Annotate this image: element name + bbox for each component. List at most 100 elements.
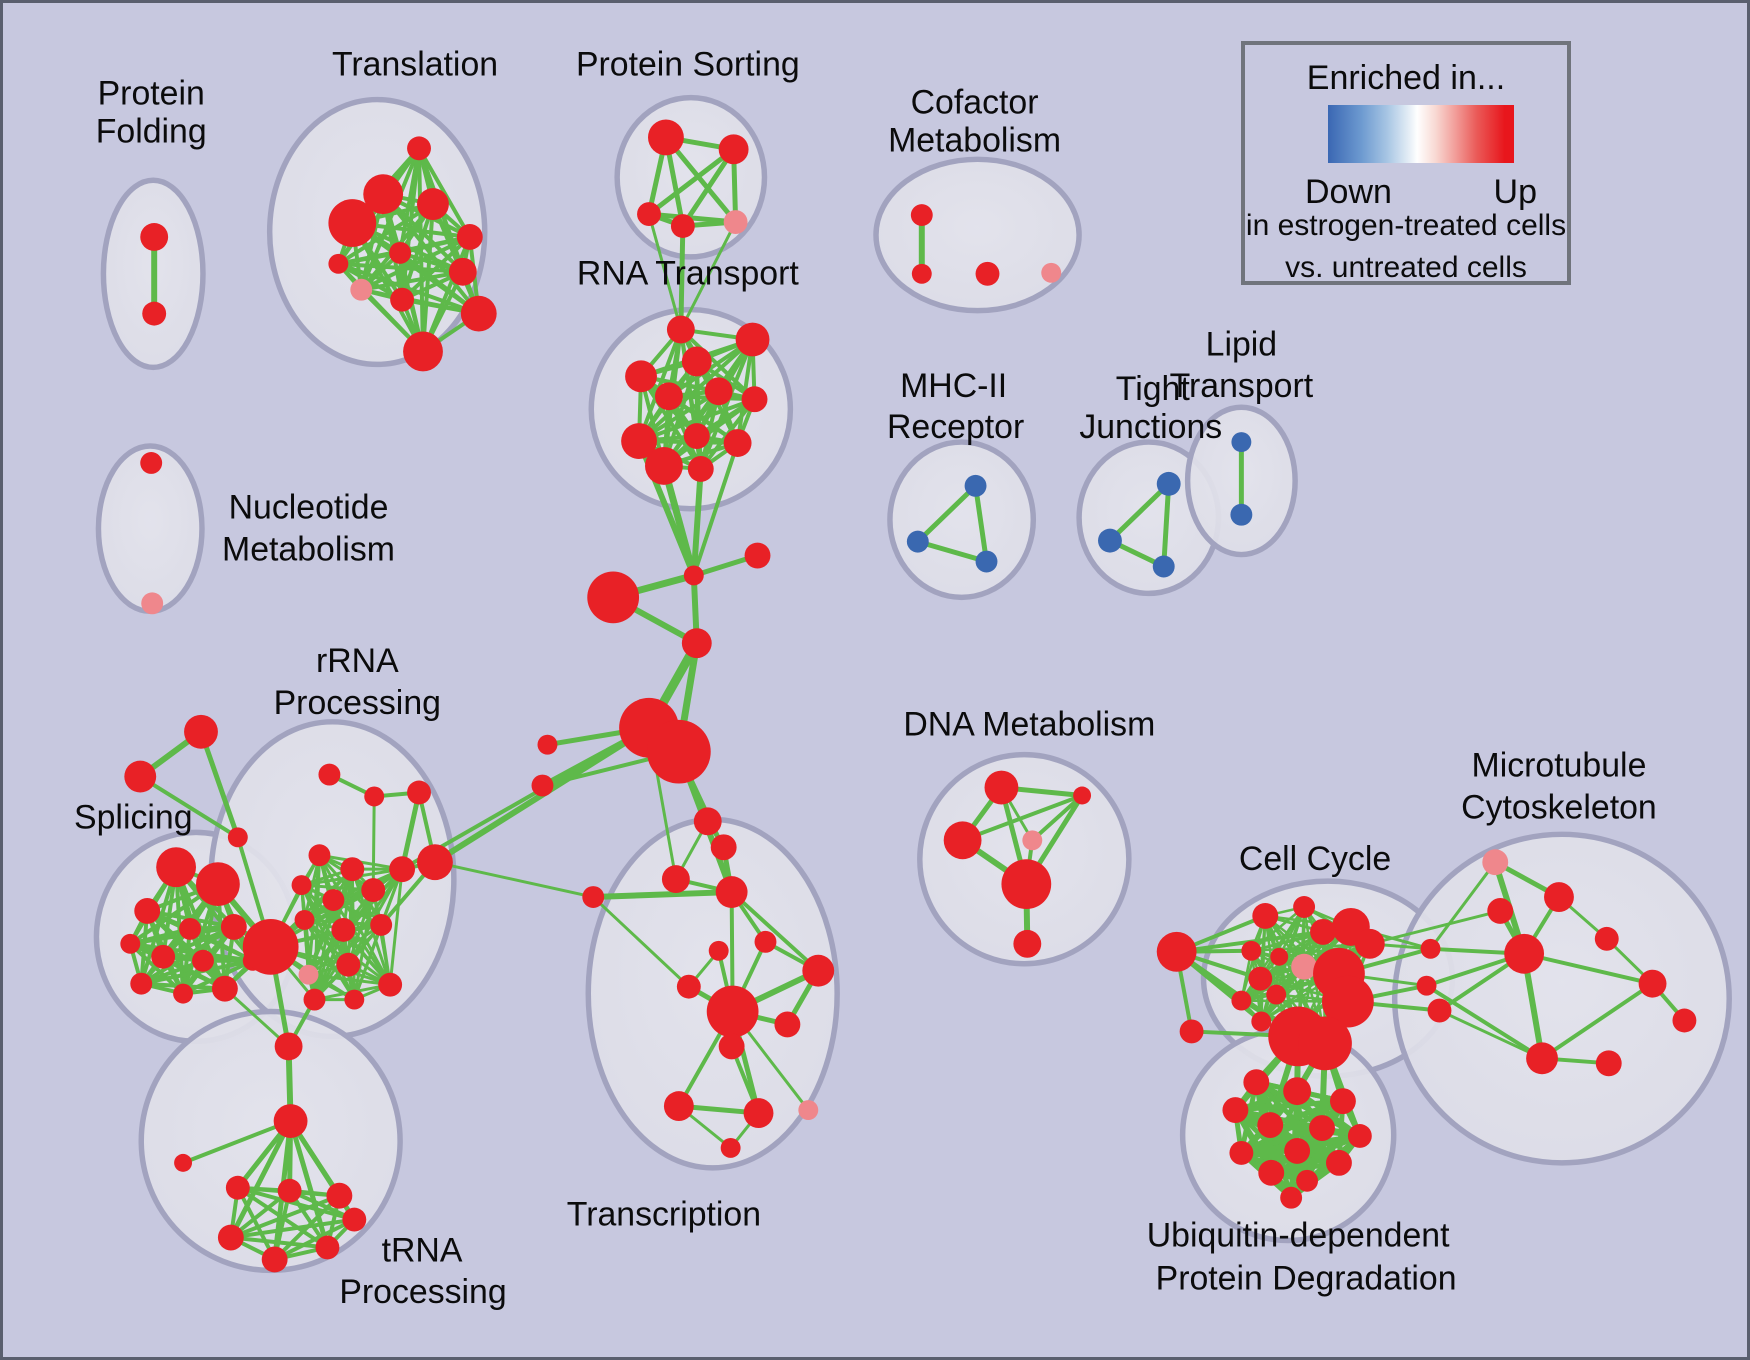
gene-set-node-mm9 [1427, 998, 1452, 1023]
gene-set-node-q7 [361, 878, 386, 903]
edge [1429, 860, 1497, 951]
gene-set-node-q14 [336, 952, 361, 977]
gene-set-node-v4 [582, 886, 605, 908]
nodes [120, 119, 1697, 1273]
edge [960, 793, 1085, 843]
gene-set-node-sp10 [211, 975, 238, 1002]
gene-set-node-nm0 [140, 452, 163, 474]
edge [352, 923, 383, 1002]
edge [307, 973, 392, 987]
gene-set-node-tr2 [227, 827, 248, 848]
cluster-label: Processing [339, 1273, 506, 1311]
gene-set-node-q16 [344, 989, 365, 1010]
gene-set-node-v10 [774, 1011, 801, 1038]
gene-set-node-cc5 [1310, 918, 1336, 945]
edge [660, 462, 698, 579]
edge [139, 958, 255, 986]
gene-set-node-cf0 [910, 204, 933, 227]
edge [1250, 905, 1306, 953]
cluster-label: DNA Metabolism [903, 706, 1155, 744]
gene-set-node-q1 [364, 786, 385, 807]
gene-set-node-q8 [389, 856, 416, 883]
gene-set-node-mm3 [1504, 933, 1545, 974]
gene-set-node-u7 [342, 1207, 367, 1232]
gene-set-node-tr1 [124, 760, 157, 793]
gene-set-node-mm8 [1595, 1050, 1622, 1077]
edge [690, 465, 704, 579]
gene-set-node-nm1 [141, 592, 164, 615]
gene-set-node-lt1 [1230, 503, 1253, 526]
gene-set-node-v11 [718, 1033, 745, 1060]
gene-set-node-pf0 [140, 223, 169, 251]
legend-down-label: Down [1305, 173, 1392, 211]
edge [198, 729, 241, 840]
edge [341, 928, 392, 987]
gene-set-node-cxb [1416, 975, 1437, 996]
gene-set-node-cc15 [1179, 1019, 1204, 1044]
gene-set-node-tl1 [363, 174, 404, 215]
cluster-label: Processing [274, 684, 441, 722]
gene-set-node-tl2 [328, 199, 377, 247]
gene-set-node-tj1 [1098, 528, 1122, 553]
gene-set-node-v5 [708, 940, 729, 961]
gene-set-node-cf1 [911, 263, 932, 284]
cluster-label: Junctions [1079, 408, 1222, 446]
gene-set-node-k3 [681, 628, 712, 659]
gene-set-node-ps0 [648, 119, 684, 156]
cluster-label: Metabolism [222, 531, 395, 569]
gene-set-node-tl7 [350, 278, 373, 301]
gene-set-node-ub5 [1309, 1115, 1335, 1141]
gene-set-node-ub1 [1283, 1077, 1312, 1106]
edge [336, 261, 405, 302]
gene-set-node-u2 [277, 1178, 302, 1203]
edge [371, 794, 376, 892]
gene-set-node-w0 [537, 734, 558, 755]
edge [915, 483, 979, 545]
cluster-label: Cell Cycle [1239, 840, 1391, 878]
gene-set-node-k2 [587, 571, 640, 624]
gene-set-node-d0 [984, 770, 1019, 805]
gene-set-node-tr0 [184, 714, 218, 749]
gene-set-node-u1 [225, 1175, 250, 1200]
edge [417, 146, 472, 239]
edge [181, 1119, 293, 1165]
gene-set-node-w1 [531, 774, 554, 797]
gene-set-node-cc12 [1251, 1011, 1272, 1032]
gene-set-node-mh0 [964, 474, 987, 497]
edge [1424, 983, 1545, 1061]
gene-set-node-rt9 [723, 429, 752, 457]
edge [336, 261, 481, 316]
edge [336, 261, 465, 274]
gene-set-node-tl4 [456, 224, 483, 250]
gene-set-node-rt10 [645, 447, 683, 485]
gene-set-node-mm7 [1526, 1042, 1558, 1075]
edge [138, 774, 240, 840]
gene-set-node-q4 [340, 857, 365, 882]
gene-set-node-rt5 [704, 377, 733, 406]
gene-set-node-sp9 [173, 983, 194, 1004]
gene-set-node-q9 [294, 909, 315, 930]
gene-set-node-cxa [1420, 938, 1441, 959]
gene-set-node-u3 [326, 1182, 353, 1209]
gene-set-node-ps3 [670, 214, 695, 238]
gene-set-node-mh2 [975, 550, 998, 573]
cluster-label: Protein Degradation [1156, 1259, 1457, 1297]
gene-set-node-v15 [720, 1137, 741, 1158]
edge [679, 220, 738, 332]
edge [228, 1118, 294, 1241]
gene-set-node-u0 [273, 1104, 308, 1138]
gene-set-node-mm1 [1544, 882, 1574, 912]
edge [637, 327, 683, 444]
gene-set-node-v2 [661, 865, 690, 894]
gene-set-node-tl0 [407, 136, 431, 161]
gene-set-node-d5 [1013, 929, 1042, 958]
edge [228, 1193, 342, 1240]
gene-set-node-cc2 [1293, 896, 1316, 918]
gene-set-node-sp4 [220, 913, 247, 940]
gene-set-node-rt7 [621, 423, 657, 459]
edge [433, 860, 595, 899]
gene-set-node-tl11 [328, 253, 349, 274]
gene-set-node-ub6 [1347, 1124, 1372, 1148]
cluster-label: Transcription [567, 1196, 761, 1234]
